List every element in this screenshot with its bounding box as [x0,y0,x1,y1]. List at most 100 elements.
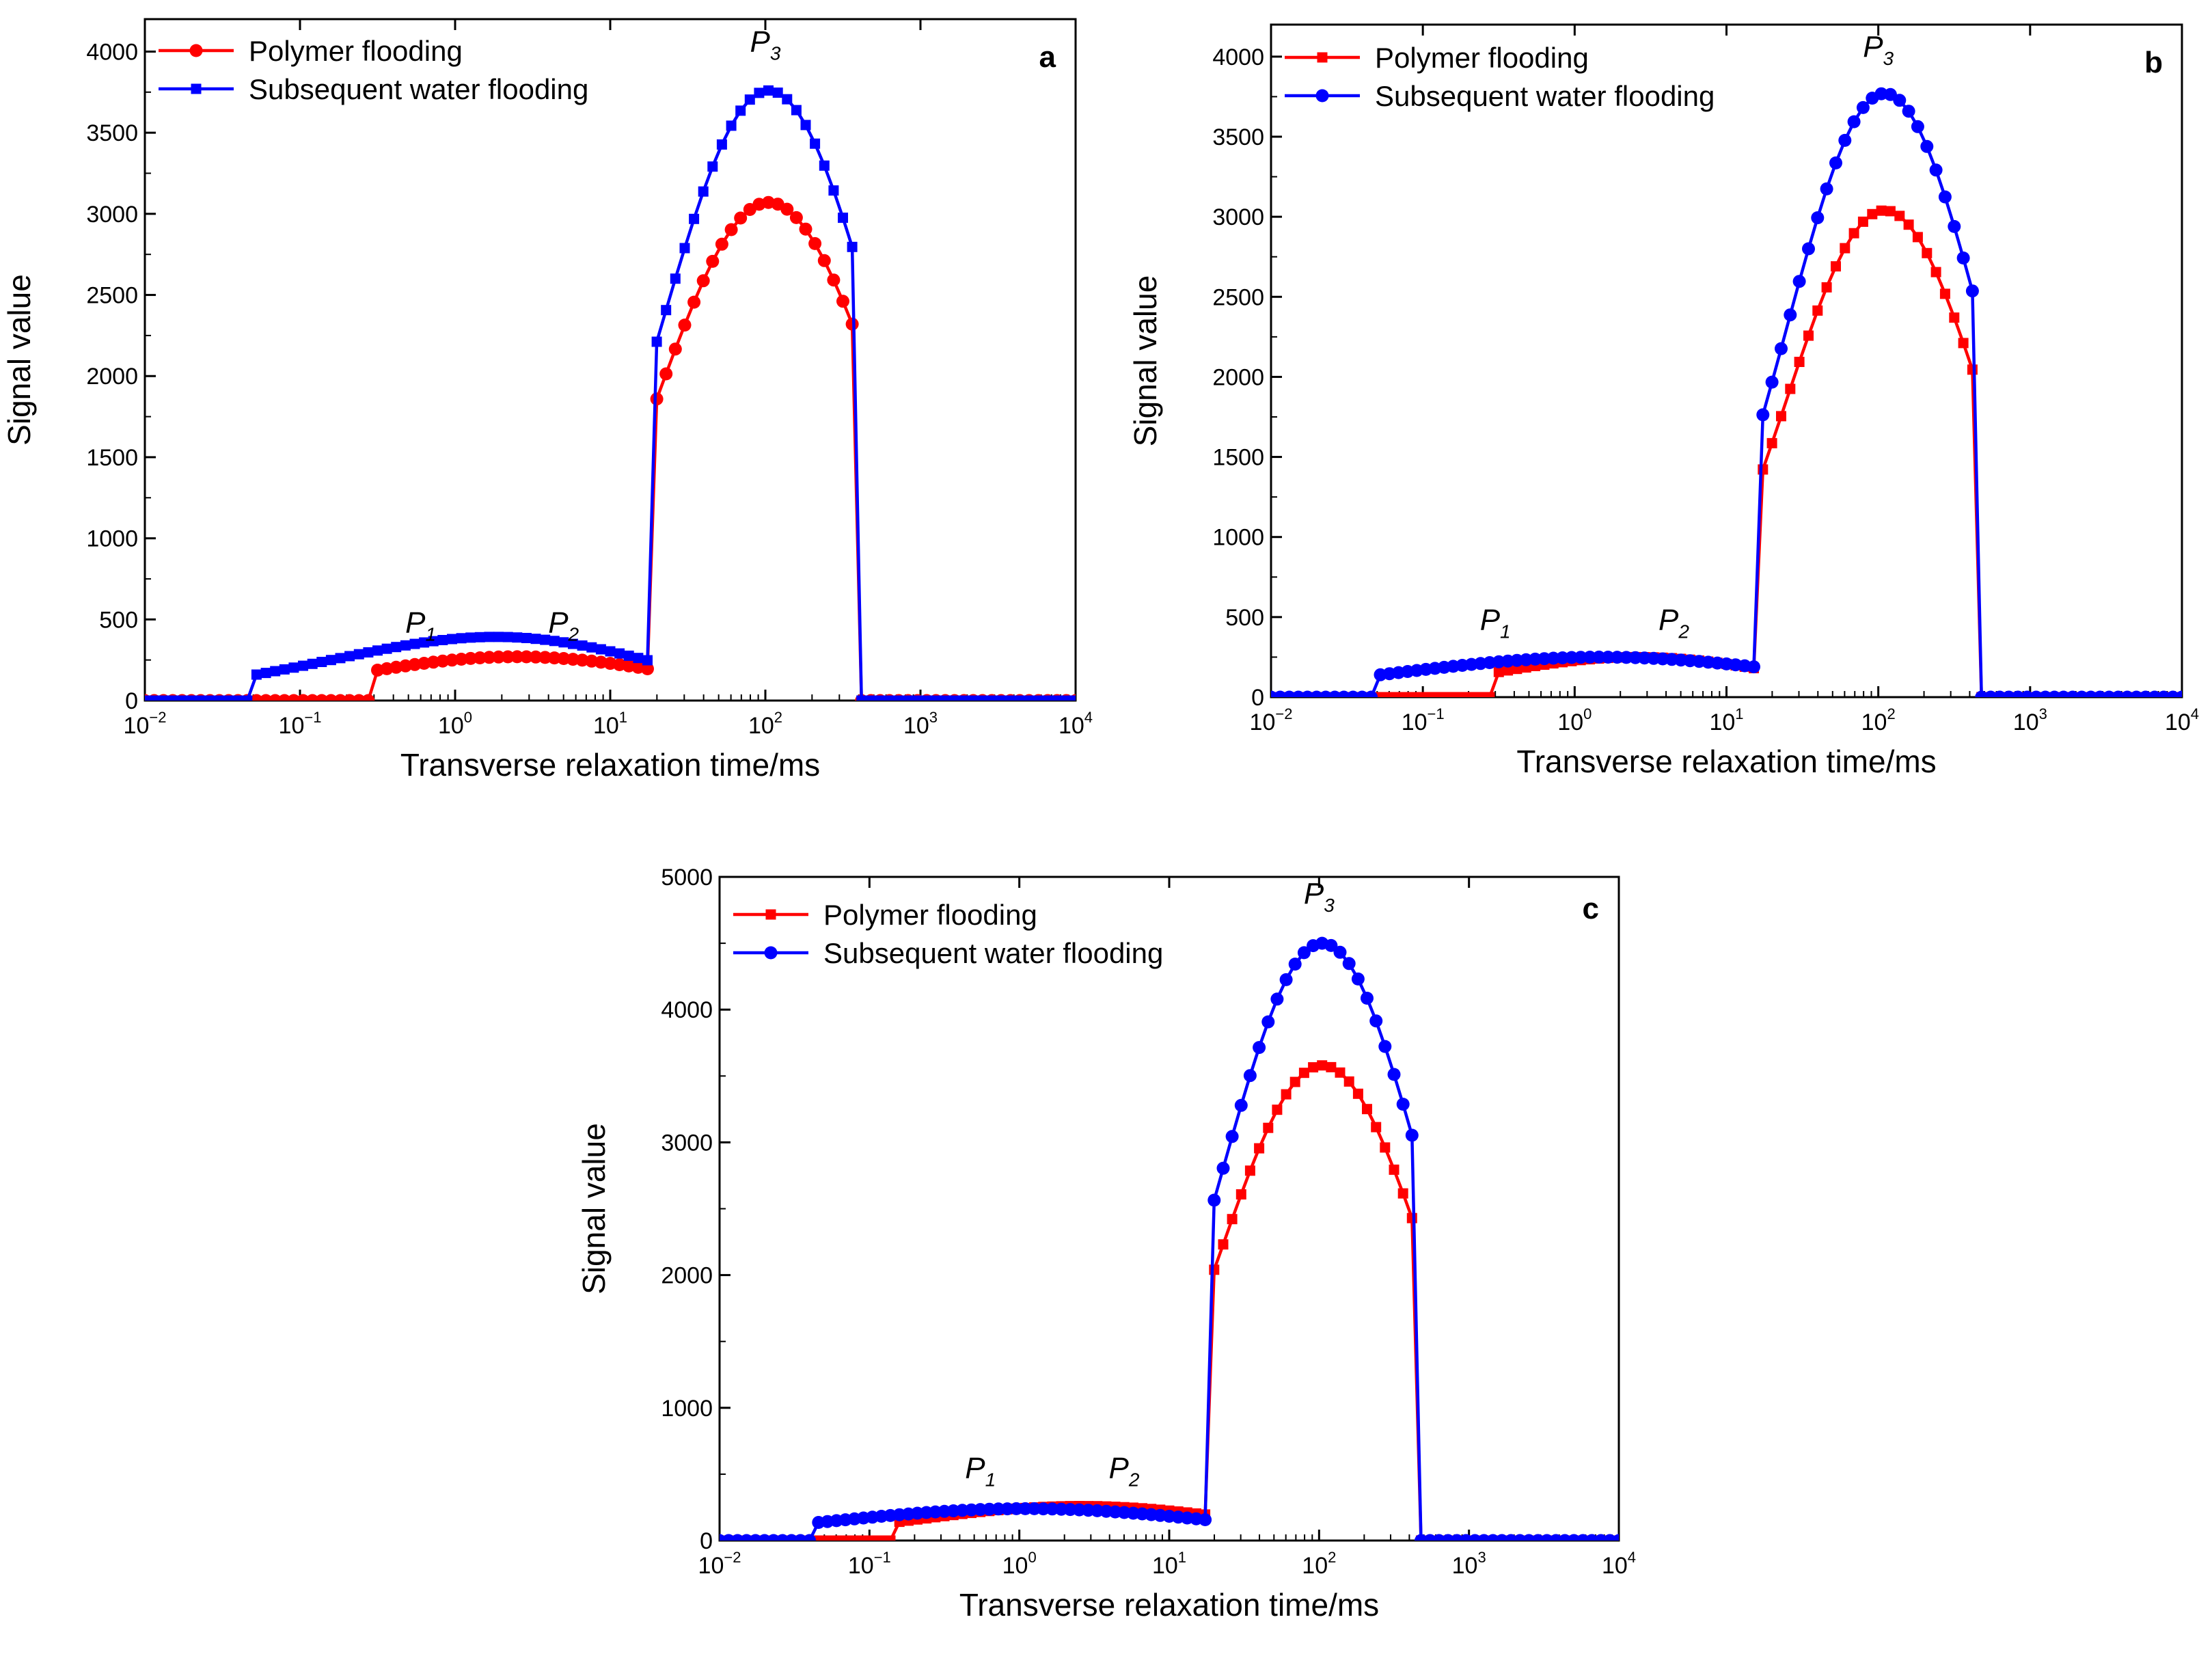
data-point [1253,1041,1266,1055]
x-tick-label: 103 [2013,705,2047,735]
x-tick-base: 10 [1602,1553,1628,1579]
data-point [1308,1062,1319,1073]
data-point [1402,692,1413,697]
x-tick-exponent: 1 [1178,1549,1186,1566]
chart-panel-a: 10−2 10−1 100 101 102 103 10405001000150020002… [1,18,1093,783]
data-point [1324,938,1338,952]
data-point [1352,1088,1363,1099]
data-point [828,185,839,196]
x-tick-base: 10 [903,713,929,739]
x-tick-base: 10 [438,713,464,739]
data-point [1406,1212,1417,1223]
data-point [1227,1214,1238,1225]
data-point [808,236,822,250]
data-point [232,695,243,701]
y-tick-label: 0 [125,688,138,714]
peak-letter: P [548,606,569,639]
x-axis-title: Transverse relaxation time/ms [959,1587,1379,1623]
data-point [204,695,215,701]
legend-label: Polymer flooding [249,35,463,67]
data-point [800,120,811,131]
data-point [353,649,364,660]
data-point [1794,357,1805,367]
data-point [214,695,225,701]
data-point [1612,1534,1619,1541]
x-tick-base: 10 [1709,709,1735,735]
data-point [1272,1104,1283,1115]
data-point [1317,1060,1328,1071]
data-point [1592,650,1606,664]
peak-letter: P [1863,30,1883,64]
data-point [1638,651,1651,665]
data-point [1281,1089,1292,1100]
data-point [1792,275,1806,288]
data-point [1840,243,1851,254]
data-point [1929,163,1943,177]
data-point [186,695,197,701]
data-point [325,655,336,666]
data-point [149,695,160,701]
peak-letter: P [1109,1452,1130,1485]
data-point [849,1535,860,1541]
data-point [659,367,673,381]
peak-subscript: 1 [426,623,437,645]
data-point [614,648,625,659]
data-point [1938,190,1952,204]
data-point [1848,228,1859,239]
series-subsequent-water-flooding [145,85,1076,701]
series-subsequent-water-flooding [720,936,1619,1541]
data-point [1254,1143,1265,1154]
data-point [1628,651,1642,664]
data-point [715,237,728,251]
data-point [996,695,1007,701]
series-line [1271,92,2182,697]
data-point [1005,695,1016,701]
x-tick-label: 10−1 [1402,705,1445,735]
peak-letter: P [965,1452,985,1485]
data-point [803,1534,817,1541]
plot-frame [144,18,1077,702]
data-point [158,695,169,701]
data-point [1070,695,1076,701]
data-point [547,651,561,665]
data-point [549,636,560,647]
y-tick-label: 2000 [1212,364,1264,390]
x-tick-base: 10 [124,713,150,739]
data-point [1297,946,1311,960]
x-tick-label: 101 [1709,705,1743,735]
x-tick-label: 100 [1557,705,1592,735]
x-tick-exponent: 1 [619,709,627,726]
x-tick-label: 10−2 [698,1549,741,1579]
data-point [428,636,439,647]
data-point [1018,1502,1032,1515]
data-point [642,655,653,666]
data-point [931,695,942,701]
data-point [473,651,487,664]
data-point [1061,695,1071,701]
data-point [1893,94,1907,107]
data-point [454,653,468,666]
data-point [986,695,997,701]
data-point [316,657,327,667]
data-point [977,695,988,701]
data-point [734,211,748,225]
data-point [782,94,793,105]
data-point [1042,695,1053,701]
data-point [1351,972,1365,986]
data-point [1556,651,1570,664]
x-tick-label: 102 [1861,705,1896,735]
data-point [177,695,187,701]
data-point [538,651,552,664]
data-point [1375,692,1386,697]
data-point [1033,695,1043,701]
data-point [1475,692,1486,697]
data-point [856,695,867,701]
y-tick-label: 0 [700,1528,713,1554]
data-point [1620,651,1633,664]
data-point [1216,1161,1230,1175]
data-point [270,666,281,677]
data-point [1466,692,1477,697]
data-point [840,1535,851,1541]
data-point [409,638,420,649]
data-point [876,1535,887,1541]
